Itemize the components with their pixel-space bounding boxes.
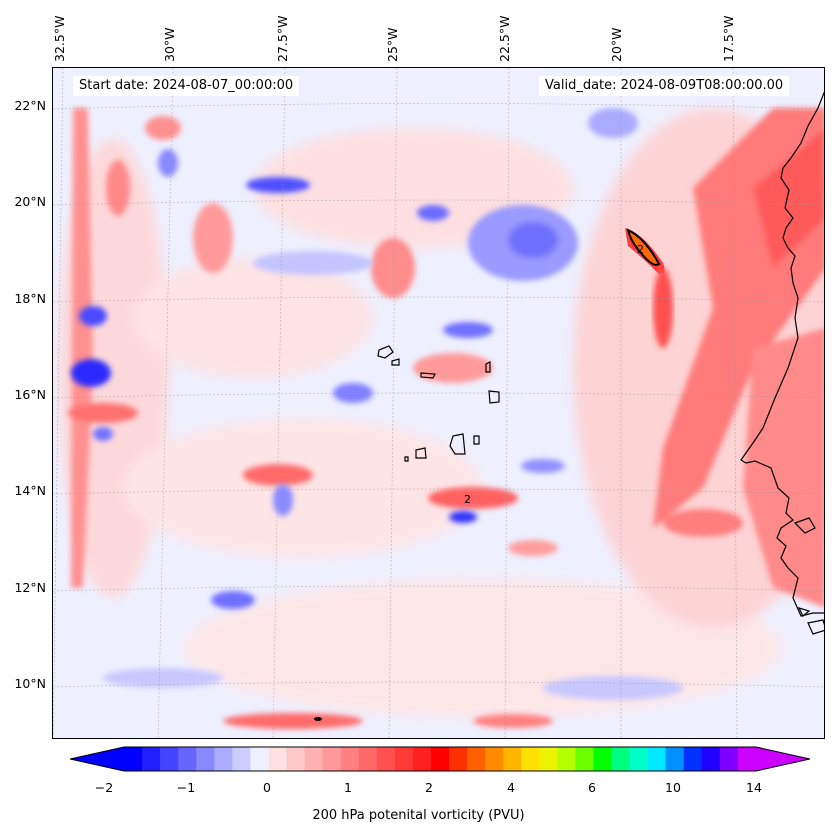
cbar-tick-label: 1 <box>344 780 352 795</box>
cbar-tick-label: 0 <box>263 780 271 795</box>
colorbar-segment <box>394 747 414 771</box>
cbar-tick-label: −1 <box>176 780 196 795</box>
colorbar-segment <box>539 747 558 771</box>
colorbar-segment <box>322 747 342 771</box>
colorbar-segment <box>449 747 468 771</box>
lat-label-20n: 20°N <box>14 194 46 209</box>
colorbar-segment <box>467 747 486 771</box>
start-date-label: Start date: 2024-08-07_00:00:00 <box>73 76 300 96</box>
colorbar-segment <box>376 747 396 771</box>
lat-label-14n: 14°N <box>14 483 46 498</box>
colorbar-segment <box>430 747 450 771</box>
high-pv-core: 2 <box>625 228 673 348</box>
colorbar-segment <box>701 747 721 771</box>
contour-dot <box>314 717 322 721</box>
colorbar-segment <box>268 747 288 771</box>
colorbar-under-triangle <box>70 747 124 771</box>
colorbar-over-triangle <box>756 747 810 771</box>
graticule <box>53 68 824 738</box>
colorbar <box>69 744 811 774</box>
colorbar-segment <box>412 747 432 771</box>
colorbar-segment <box>557 747 576 771</box>
colorbar-segment <box>647 747 667 771</box>
colorbar-segment <box>575 747 594 771</box>
colorbar-segment <box>178 747 197 771</box>
colorbar-segment <box>160 747 179 771</box>
contour-label-2-south: 2 <box>464 493 471 506</box>
colorbar-segment <box>719 747 739 771</box>
colorbar-segment <box>340 747 360 771</box>
cbar-tick-label: 2 <box>425 780 433 795</box>
contour-label-2-north: 2 <box>637 243 644 256</box>
colorbar-graphic <box>69 746 811 772</box>
pv-field-map: 2 <box>53 68 824 738</box>
colorbar-segment <box>214 747 233 771</box>
colorbar-segment <box>611 747 631 771</box>
lat-label-18n: 18°N <box>14 291 46 306</box>
colorbar-segment <box>737 747 757 771</box>
cbar-tick-label: 6 <box>588 780 596 795</box>
colorbar-segment <box>286 747 306 771</box>
colorbar-segment <box>232 747 251 771</box>
lon-label-25w: 25°W <box>385 27 400 62</box>
lon-label-27.5w: 27.5°W <box>275 15 290 62</box>
cbar-tick-label: −2 <box>94 780 114 795</box>
lat-label-22n: 22°N <box>14 98 46 113</box>
colorbar-segment <box>503 747 522 771</box>
cbar-tick-label: 10 <box>665 780 681 795</box>
colorbar-segment <box>629 747 649 771</box>
lat-label-12n: 12°N <box>14 580 46 595</box>
colorbar-segment <box>665 747 685 771</box>
african-coastline <box>740 91 824 635</box>
colorbar-segment <box>521 747 540 771</box>
colorbar-segment <box>358 747 378 771</box>
negative-pv-regions <box>71 108 683 700</box>
colorbar-segment <box>485 747 504 771</box>
lon-label-30w: 30°W <box>162 27 177 62</box>
colorbar-segment <box>124 747 143 771</box>
lon-label-17.5w: 17.5°W <box>721 15 736 62</box>
cbar-tick-label: 4 <box>507 780 515 795</box>
lat-label-16n: 16°N <box>14 387 46 402</box>
colorbar-segment <box>593 747 613 771</box>
colorbar-segment <box>142 747 161 771</box>
colorbar-segment <box>683 747 703 771</box>
valid-date-label: Valid_date: 2024-08-09T08:00:00.00 <box>539 76 790 96</box>
lon-label-32.5w: 32.5°W <box>52 15 67 62</box>
lon-label-20w: 20°W <box>609 27 624 62</box>
colorbar-segment <box>196 747 215 771</box>
moderate-positive-pv-regions <box>68 108 824 729</box>
lon-label-22.5w: 22.5°W <box>497 15 512 62</box>
cape-verde-islands <box>377 345 500 462</box>
lat-label-10n: 10°N <box>14 676 46 691</box>
cbar-tick-label: 14 <box>746 780 762 795</box>
colorbar-segment <box>250 747 269 771</box>
colorbar-segment <box>304 747 324 771</box>
map-panel: 2 <box>52 67 825 739</box>
colorbar-label: 200 hPa potenital vorticity (PVU) <box>312 808 525 823</box>
